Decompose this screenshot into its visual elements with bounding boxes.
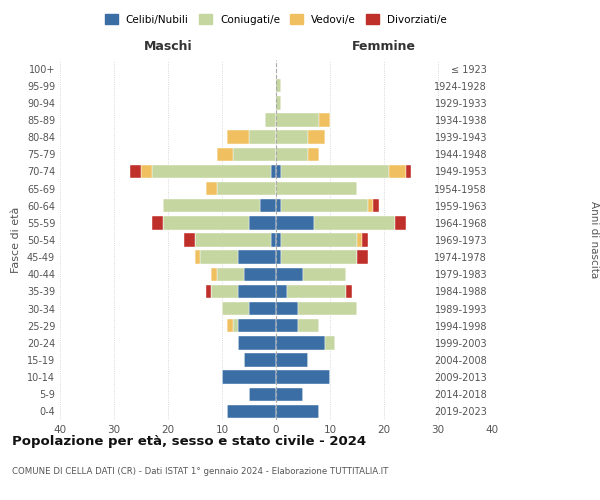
- Bar: [357, 250, 368, 264]
- Bar: [276, 336, 325, 349]
- Bar: [276, 164, 281, 178]
- Bar: [325, 336, 335, 349]
- Bar: [249, 130, 276, 144]
- Bar: [217, 148, 233, 161]
- Bar: [271, 234, 276, 246]
- Bar: [303, 268, 346, 281]
- Bar: [406, 164, 411, 178]
- Bar: [276, 130, 308, 144]
- Text: Popolazione per età, sesso e stato civile - 2024: Popolazione per età, sesso e stato civil…: [12, 435, 366, 448]
- Bar: [244, 354, 276, 366]
- Bar: [276, 404, 319, 418]
- Bar: [163, 216, 249, 230]
- Bar: [206, 182, 217, 196]
- Legend: Celibi/Nubili, Coniugati/e, Vedovi/e, Divorziati/e: Celibi/Nubili, Coniugati/e, Vedovi/e, Di…: [101, 10, 451, 29]
- Bar: [227, 319, 233, 332]
- Bar: [211, 268, 217, 281]
- Bar: [238, 284, 276, 298]
- Bar: [276, 114, 319, 126]
- Bar: [362, 234, 368, 246]
- Bar: [373, 199, 379, 212]
- Bar: [276, 199, 281, 212]
- Bar: [141, 164, 152, 178]
- Bar: [276, 284, 287, 298]
- Bar: [227, 130, 249, 144]
- Bar: [163, 199, 260, 212]
- Bar: [195, 234, 271, 246]
- Bar: [211, 284, 238, 298]
- Y-axis label: Fasce di età: Fasce di età: [11, 207, 21, 273]
- Bar: [276, 268, 303, 281]
- Bar: [206, 284, 211, 298]
- Bar: [276, 370, 330, 384]
- Bar: [276, 182, 357, 196]
- Bar: [276, 216, 314, 230]
- Bar: [249, 216, 276, 230]
- Bar: [308, 148, 319, 161]
- Bar: [276, 148, 308, 161]
- Bar: [271, 164, 276, 178]
- Bar: [287, 284, 346, 298]
- Bar: [265, 114, 276, 126]
- Bar: [319, 114, 330, 126]
- Bar: [152, 216, 163, 230]
- Text: Anni di nascita: Anni di nascita: [589, 202, 599, 278]
- Bar: [298, 302, 357, 316]
- Bar: [276, 388, 303, 401]
- Bar: [260, 199, 276, 212]
- Bar: [276, 96, 281, 110]
- Bar: [238, 319, 276, 332]
- Bar: [357, 234, 362, 246]
- Bar: [238, 250, 276, 264]
- Bar: [222, 370, 276, 384]
- Bar: [276, 79, 281, 92]
- Bar: [281, 164, 389, 178]
- Bar: [152, 164, 271, 178]
- Bar: [276, 250, 281, 264]
- Bar: [233, 148, 276, 161]
- Bar: [130, 164, 141, 178]
- Bar: [249, 388, 276, 401]
- Bar: [298, 319, 319, 332]
- Bar: [217, 182, 276, 196]
- Bar: [281, 199, 368, 212]
- Bar: [389, 164, 406, 178]
- Bar: [249, 302, 276, 316]
- Text: COMUNE DI CELLA DATI (CR) - Dati ISTAT 1° gennaio 2024 - Elaborazione TUTTITALIA: COMUNE DI CELLA DATI (CR) - Dati ISTAT 1…: [12, 468, 388, 476]
- Bar: [308, 130, 325, 144]
- Bar: [200, 250, 238, 264]
- Bar: [276, 354, 308, 366]
- Bar: [276, 319, 298, 332]
- Bar: [222, 302, 249, 316]
- Bar: [233, 319, 238, 332]
- Bar: [195, 250, 200, 264]
- Bar: [227, 404, 276, 418]
- Bar: [281, 234, 357, 246]
- Text: Femmine: Femmine: [352, 40, 416, 53]
- Bar: [276, 234, 281, 246]
- Bar: [368, 199, 373, 212]
- Bar: [217, 268, 244, 281]
- Bar: [276, 302, 298, 316]
- Text: Maschi: Maschi: [143, 40, 193, 53]
- Bar: [238, 336, 276, 349]
- Bar: [281, 250, 357, 264]
- Bar: [395, 216, 406, 230]
- Bar: [244, 268, 276, 281]
- Bar: [314, 216, 395, 230]
- Bar: [346, 284, 352, 298]
- Bar: [184, 234, 195, 246]
